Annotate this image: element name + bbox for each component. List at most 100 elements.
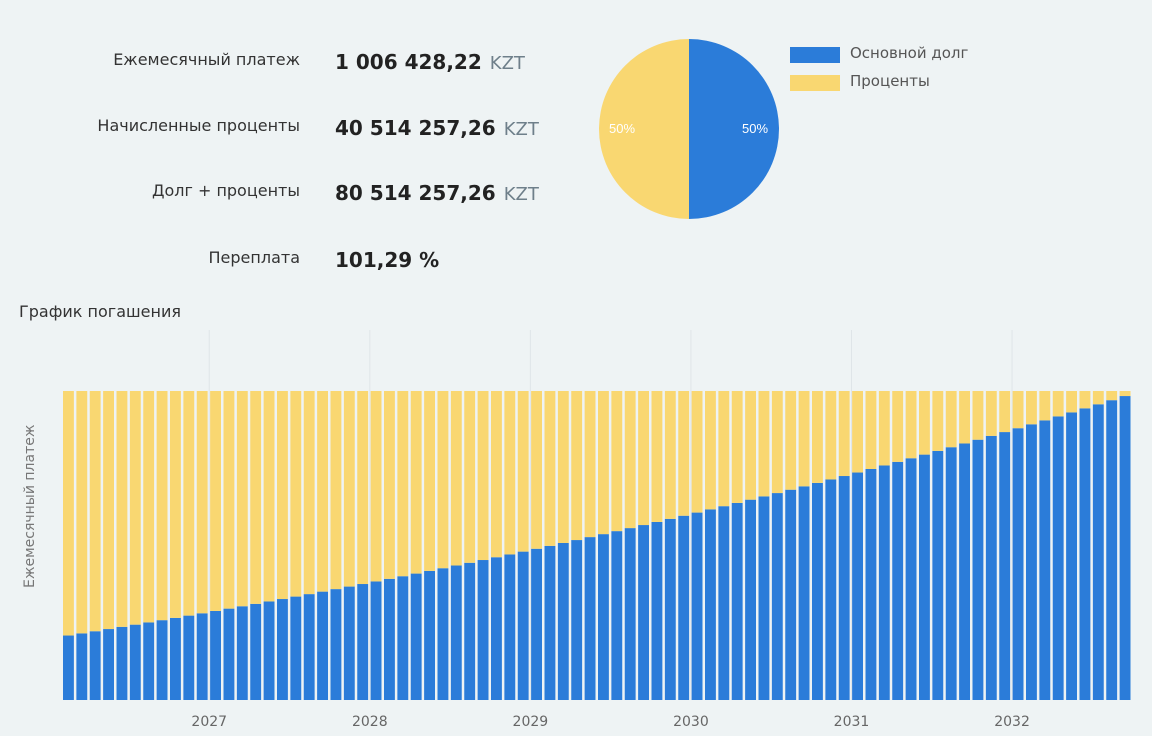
bar-interest[interactable] <box>424 391 435 571</box>
bar-principal[interactable] <box>384 578 395 700</box>
bar-interest[interactable] <box>517 391 529 552</box>
bar-principal[interactable] <box>236 606 248 700</box>
bar-interest[interactable] <box>330 391 342 590</box>
bar-interest[interactable] <box>919 391 930 455</box>
bar-principal[interactable] <box>758 496 770 700</box>
bar-interest[interactable] <box>343 391 355 587</box>
bar-principal[interactable] <box>651 521 663 700</box>
bar-principal[interactable] <box>718 506 730 700</box>
bar-interest[interactable] <box>651 391 663 522</box>
bar-interest[interactable] <box>531 391 542 549</box>
bar-interest[interactable] <box>290 391 302 597</box>
bar-interest[interactable] <box>410 391 422 574</box>
bar-principal[interactable] <box>397 576 409 700</box>
bar-interest[interactable] <box>905 391 917 459</box>
bar-interest[interactable] <box>731 391 743 503</box>
bar-interest[interactable] <box>1106 391 1118 401</box>
bar-principal[interactable] <box>932 450 944 700</box>
bar-interest[interactable] <box>397 391 409 577</box>
bar-principal[interactable] <box>705 509 716 700</box>
pie-slice-principal[interactable] <box>689 39 779 219</box>
bar-principal[interactable] <box>919 454 930 700</box>
bar-interest[interactable] <box>1039 391 1051 421</box>
bar-interest[interactable] <box>76 391 88 634</box>
bar-interest[interactable] <box>691 391 703 513</box>
bar-principal[interactable] <box>1052 416 1064 700</box>
bar-interest[interactable] <box>63 391 74 636</box>
bar-interest[interactable] <box>892 391 904 462</box>
bar-interest[interactable] <box>370 391 382 582</box>
bar-interest[interactable] <box>638 391 649 526</box>
bar-principal[interactable] <box>1039 420 1051 700</box>
bar-interest[interactable] <box>156 391 168 621</box>
bar-principal[interactable] <box>825 479 837 700</box>
bar-interest[interactable] <box>745 391 756 500</box>
bar-principal[interactable] <box>878 465 890 700</box>
bar-principal[interactable] <box>664 518 676 700</box>
bar-interest[interactable] <box>223 391 235 609</box>
bar-interest[interactable] <box>1052 391 1064 417</box>
bar-interest[interactable] <box>103 391 114 630</box>
bar-principal[interactable] <box>370 581 382 700</box>
bar-principal[interactable] <box>985 435 997 700</box>
bar-interest[interactable] <box>557 391 569 543</box>
bar-principal[interactable] <box>1066 412 1077 700</box>
bar-principal[interactable] <box>129 624 141 700</box>
bar-principal[interactable] <box>170 617 181 700</box>
bar-interest[interactable] <box>89 391 101 632</box>
bar-principal[interactable] <box>437 568 449 700</box>
bar-principal[interactable] <box>1079 408 1091 700</box>
bar-principal[interactable] <box>999 432 1011 700</box>
bar-interest[interactable] <box>491 391 502 558</box>
bar-principal[interactable] <box>424 570 435 700</box>
bar-principal[interactable] <box>972 439 984 700</box>
bar-principal[interactable] <box>852 472 863 700</box>
bar-interest[interactable] <box>664 391 676 519</box>
bar-principal[interactable] <box>410 573 422 700</box>
bar-principal[interactable] <box>210 610 221 700</box>
bar-principal[interactable] <box>343 586 355 700</box>
bar-principal[interactable] <box>156 620 168 700</box>
bar-principal[interactable] <box>517 551 529 700</box>
bar-interest[interactable] <box>1026 391 1037 425</box>
bar-interest[interactable] <box>317 391 328 592</box>
bar-interest[interactable] <box>758 391 770 497</box>
bar-interest[interactable] <box>263 391 275 602</box>
bar-principal[interactable] <box>731 502 743 700</box>
bar-interest[interactable] <box>250 391 262 604</box>
bar-principal[interactable] <box>691 512 703 700</box>
bar-principal[interactable] <box>1092 404 1104 700</box>
bar-principal[interactable] <box>450 565 462 700</box>
bar-principal[interactable] <box>103 629 114 700</box>
bar-interest[interactable] <box>1092 391 1104 405</box>
bar-interest[interactable] <box>236 391 248 607</box>
bar-principal[interactable] <box>464 562 476 700</box>
bar-interest[interactable] <box>798 391 810 487</box>
bar-principal[interactable] <box>544 545 556 700</box>
bar-interest[interactable] <box>384 391 395 579</box>
bar-principal[interactable] <box>330 589 342 700</box>
bar-interest[interactable] <box>611 391 623 532</box>
bar-principal[interactable] <box>76 633 88 700</box>
bar-interest[interactable] <box>825 391 837 480</box>
bar-principal[interactable] <box>959 443 970 700</box>
bar-principal[interactable] <box>611 531 623 700</box>
bar-principal[interactable] <box>584 537 596 700</box>
bar-interest[interactable] <box>999 391 1011 433</box>
bar-principal[interactable] <box>1106 400 1118 700</box>
bar-interest[interactable] <box>718 391 730 507</box>
bar-principal[interactable] <box>116 626 128 700</box>
bar-principal[interactable] <box>477 560 489 700</box>
bar-interest[interactable] <box>464 391 476 563</box>
bar-interest[interactable] <box>584 391 596 538</box>
bar-principal[interactable] <box>317 591 328 700</box>
bar-principal[interactable] <box>196 613 208 700</box>
bar-interest[interactable] <box>437 391 449 569</box>
bar-interest[interactable] <box>838 391 850 477</box>
bar-interest[interactable] <box>678 391 690 516</box>
bar-principal[interactable] <box>183 615 195 700</box>
bar-principal[interactable] <box>357 584 369 700</box>
bar-principal[interactable] <box>638 525 649 700</box>
bar-interest[interactable] <box>210 391 221 611</box>
bar-interest[interactable] <box>450 391 462 566</box>
